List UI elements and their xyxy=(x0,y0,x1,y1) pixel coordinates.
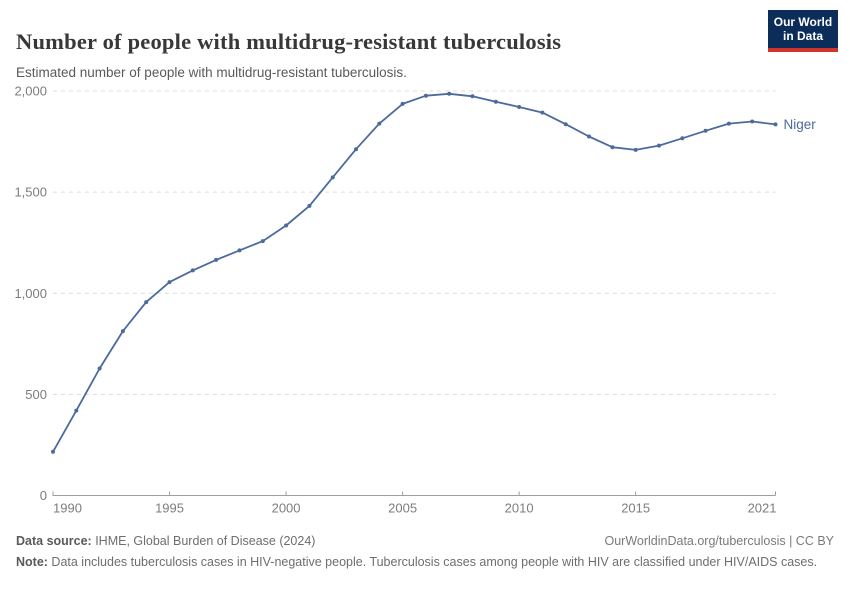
data-point-1995[interactable] xyxy=(167,280,172,285)
data-point-1998[interactable] xyxy=(237,248,242,253)
data-point-2021[interactable] xyxy=(773,122,778,127)
owid-logo-line2: in Data xyxy=(782,29,823,43)
data-point-2017[interactable] xyxy=(680,136,685,141)
data-point-2000[interactable] xyxy=(284,223,289,228)
owid-logo[interactable]: Our World in Data xyxy=(768,10,838,52)
x-tick-label-1990: 1990 xyxy=(53,501,82,516)
data-point-2010[interactable] xyxy=(517,105,522,109)
data-point-2006[interactable] xyxy=(423,93,428,98)
data-source: Data source: IHME, Global Burden of Dise… xyxy=(16,532,315,550)
x-tick-label-2015: 2015 xyxy=(621,501,650,516)
chart-footer: Data source: IHME, Global Burden of Dise… xyxy=(16,532,834,571)
data-point-1993[interactable] xyxy=(120,329,125,334)
data-point-1996[interactable] xyxy=(190,268,195,273)
x-tick-label-1995: 1995 xyxy=(155,501,184,516)
chart-subtitle: Estimated number of people with multidru… xyxy=(16,64,407,80)
page-title: Number of people with multidrug-resistan… xyxy=(16,29,562,55)
data-point-2002[interactable] xyxy=(330,175,335,180)
data-point-2008[interactable] xyxy=(470,94,475,99)
data-point-2013[interactable] xyxy=(587,134,591,139)
line-chart: 0 500 1,000 1,500 2,000 1990 1995 2000 2005 2010 2… xyxy=(14,84,817,516)
series-label-niger[interactable]: Niger xyxy=(784,117,817,132)
data-point-2018[interactable] xyxy=(703,128,708,133)
data-source-label: Data source: xyxy=(16,534,92,548)
y-tick-label-1000: 1,000 xyxy=(14,286,47,301)
y-tick-label-1500: 1,500 xyxy=(14,185,47,200)
note-label: Note: xyxy=(16,555,48,570)
owid-link[interactable]: OurWorldinData.org/tuberculosis | CC BY xyxy=(604,534,835,548)
data-point-1994[interactable] xyxy=(144,300,149,305)
data-point-2011[interactable] xyxy=(540,110,545,115)
data-point-1997[interactable] xyxy=(214,257,219,262)
data-point-2005[interactable] xyxy=(400,101,405,106)
data-point-1999[interactable] xyxy=(260,239,265,244)
data-point-2007[interactable] xyxy=(447,91,452,96)
data-point-1992[interactable] xyxy=(97,366,102,371)
data-point-2003[interactable] xyxy=(354,147,358,152)
data-point-2019[interactable] xyxy=(726,121,731,126)
data-point-1990[interactable] xyxy=(51,449,55,454)
owid-logo-line1: Our World xyxy=(773,15,833,29)
y-tick-label-500: 500 xyxy=(25,387,47,402)
data-point-2012[interactable] xyxy=(563,122,568,127)
y-tick-label-2000: 2,000 xyxy=(14,84,47,99)
data-point-2004[interactable] xyxy=(377,121,382,126)
y-tick-label-0: 0 xyxy=(40,488,47,503)
x-tick-label-2021: 2021 xyxy=(748,501,777,516)
data-point-1991[interactable] xyxy=(74,408,79,413)
series-line-niger[interactable] xyxy=(52,92,777,453)
data-source-value: IHME, Global Burden of Disease (2024) xyxy=(91,534,316,548)
data-point-2009[interactable] xyxy=(493,99,498,104)
chart-note: Note: Data includes tuberculosis cases i… xyxy=(16,553,831,571)
data-point-2001[interactable] xyxy=(307,203,312,208)
data-point-2015[interactable] xyxy=(633,147,638,152)
x-tick-label-2000: 2000 xyxy=(272,501,301,516)
chart-canvas: 0 500 1,000 1,500 2,000 1990 1995 2000 2005 2010 2… xyxy=(14,84,817,516)
data-point-2014[interactable] xyxy=(610,145,615,150)
data-point-2020[interactable] xyxy=(750,119,755,124)
note-value: Data includes tuberculosis cases in HIV-… xyxy=(47,555,818,570)
x-tick-label-2005: 2005 xyxy=(388,501,417,516)
data-point-2016[interactable] xyxy=(657,143,661,148)
x-tick-label-2010: 2010 xyxy=(505,501,534,516)
